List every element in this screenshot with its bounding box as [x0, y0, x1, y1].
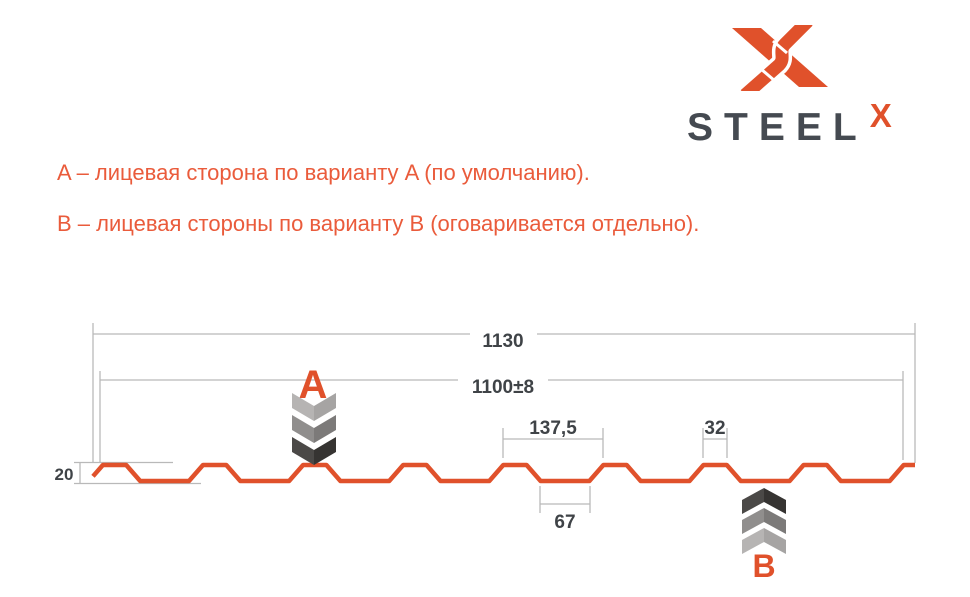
- legend-line-a: A – лицевая сторона по варианту A (по ум…: [57, 160, 590, 185]
- dim-valley-value: 67: [554, 512, 575, 533]
- side-b-marker: B: [742, 488, 786, 584]
- dim-working-width-value: 1100±8: [472, 377, 534, 398]
- dimension-total-width: 1130: [92, 323, 916, 463]
- dim-rib-pitch-value: 137,5: [529, 418, 577, 439]
- dimension-rib-pitch: 137,5: [502, 418, 604, 458]
- profile-drawing: 1130 1100±8 137,5 32: [55, 323, 916, 584]
- dimension-valley: 67: [539, 486, 591, 533]
- chevron-up-icon: [742, 488, 786, 554]
- dimension-rib-top: 32: [702, 418, 728, 458]
- legend-line-b: B – лицевая стороны по варианту B (огова…: [57, 211, 700, 236]
- steelx-mark-icon: [732, 25, 828, 91]
- dimension-height: 20: [55, 461, 201, 485]
- dim-height-value: 20: [55, 465, 74, 484]
- brand-suffix-x: X: [869, 97, 892, 134]
- chevron-down-icon: [292, 393, 336, 465]
- dim-total-width-value: 1130: [482, 331, 523, 352]
- dimension-working-width: 1100±8: [99, 371, 904, 463]
- profile-sheet-outline: [91, 462, 915, 484]
- side-a-label: A: [299, 363, 328, 407]
- side-a-marker: A: [292, 363, 336, 465]
- dim-rib-top-value: 32: [704, 418, 725, 439]
- brand-name: STEEL: [687, 106, 868, 149]
- side-b-label: B: [752, 548, 775, 584]
- brand-wordmark: STEELX: [687, 97, 892, 149]
